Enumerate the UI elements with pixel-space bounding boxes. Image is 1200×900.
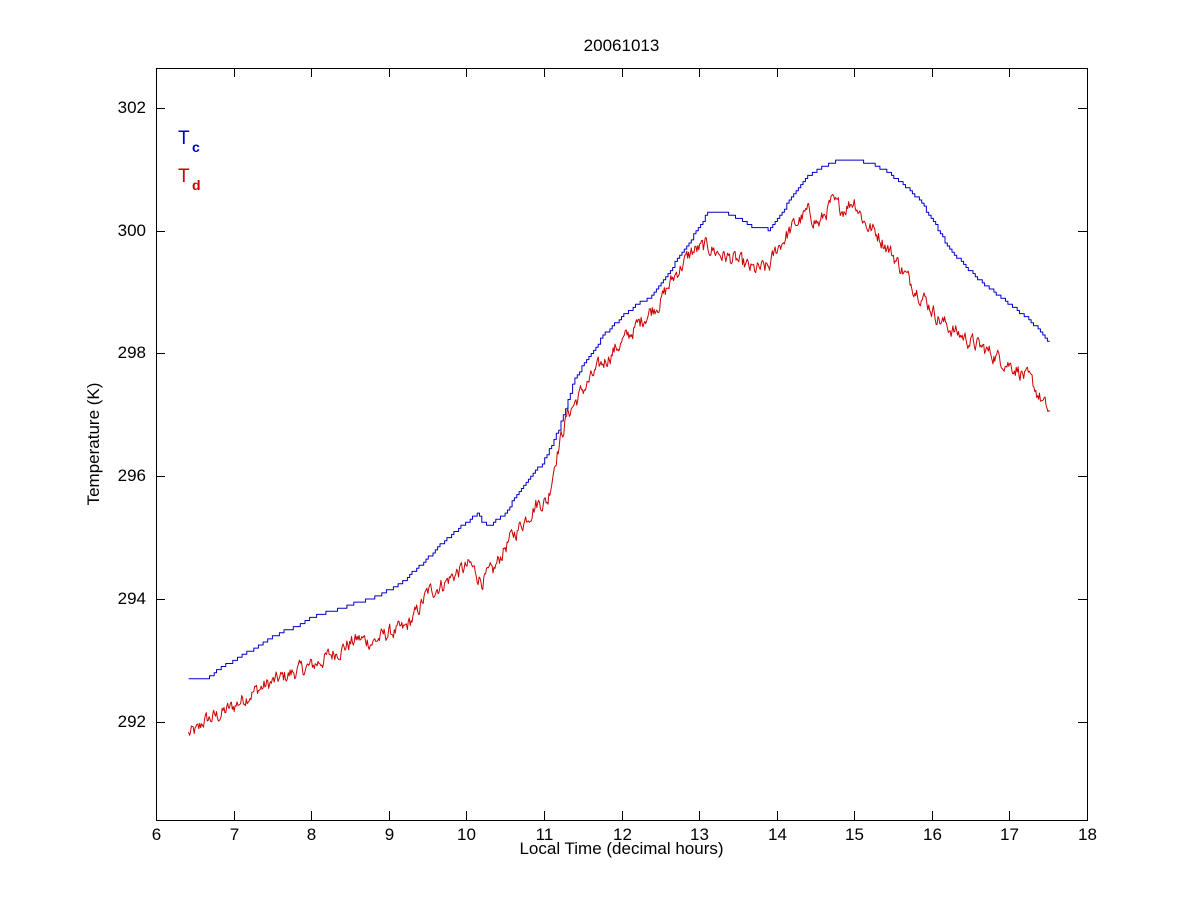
x-tick-label: 6 [152,825,161,844]
y-tick-label: 292 [118,712,146,731]
y-axis-ticks: 292 294 296 298 300 302 [118,98,1087,731]
series-layer [188,159,1051,736]
x-tick-label: 18 [1078,825,1097,844]
y-tick-label: 298 [118,343,146,362]
series-line-tc [188,159,1050,680]
legend-label-main: T [178,166,190,187]
legend-label-subscript: d [192,177,201,193]
x-axis-label: Local Time (decimal hours) [519,839,723,858]
legend-label-subscript: c [192,139,200,155]
y-axis-label: Temperature (K) [84,383,103,506]
plot-area-frame [156,68,1088,821]
chart-title: 20061013 [584,36,660,55]
x-tick-label: 7 [230,825,239,844]
x-tick-label: 15 [845,825,864,844]
x-tick-label: 17 [1000,825,1019,844]
x-tick-label: 14 [768,825,787,844]
x-tick-label: 16 [923,825,942,844]
series-line-td [188,193,1051,736]
y-tick-label: 302 [118,98,146,117]
x-tick-label: 11 [536,825,554,844]
y-tick-label: 296 [118,466,146,485]
x-tick-label: 8 [307,825,316,844]
x-axis-ticks: 6 7 8 9 10 11 12 13 14 15 16 17 18 [152,68,1097,844]
y-tick-label: 294 [118,589,146,608]
x-tick-label: 12 [613,825,632,844]
x-tick-label: 10 [457,825,476,844]
x-tick-label: 13 [690,825,709,844]
legend-label-main: T [178,128,190,149]
x-tick-label: 9 [385,825,394,844]
y-tick-label: 300 [118,221,146,240]
